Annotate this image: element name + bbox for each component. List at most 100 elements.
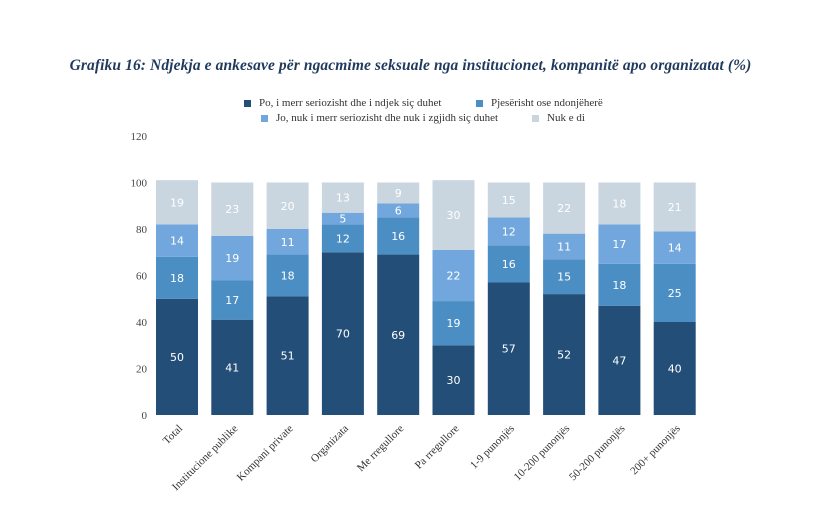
bar-segment	[156, 180, 198, 225]
bar-segment	[653, 231, 696, 264]
data-label: 16	[391, 230, 405, 243]
bars: 5018141941171923511811207012513691669301…	[156, 180, 696, 415]
legend-label: Po, i merr seriozisht dhe i ndjek siç du…	[259, 97, 442, 109]
bar-segment	[156, 224, 198, 257]
bar-segment	[487, 182, 530, 218]
data-label: 12	[336, 232, 350, 245]
bar-segment	[156, 298, 198, 415]
bar-segment	[653, 182, 696, 232]
data-label: 22	[447, 270, 461, 283]
data-label: 14	[668, 242, 682, 255]
bar-segment	[598, 182, 641, 225]
bar-segment	[377, 203, 420, 218]
data-label: 11	[281, 236, 295, 249]
data-label: 15	[502, 194, 516, 207]
x-tick-label: 50-200 punonjës	[567, 423, 628, 484]
legend: Po, i merr seriozisht dhe i ndjek siç du…	[0, 0, 821, 130]
data-label: 12	[502, 225, 516, 238]
bar-segment	[321, 224, 364, 253]
data-label: 19	[225, 252, 239, 265]
x-tick-label: 10-200 punonjës	[512, 423, 573, 484]
data-label: 30	[447, 209, 461, 222]
data-label: 40	[668, 363, 682, 376]
bar-stack: 47 18 17 18	[598, 182, 641, 415]
y-tick-label: 40	[136, 317, 148, 329]
bar-segment	[321, 212, 364, 225]
bar-segment	[211, 319, 254, 415]
data-label: 15	[557, 271, 571, 284]
data-label: 18	[281, 270, 295, 283]
x-tick-label: Me rregullore	[355, 423, 407, 475]
x-tick-label: Pa rregullore	[413, 423, 462, 472]
data-label: 21	[668, 201, 682, 214]
bar-segment	[487, 217, 530, 246]
data-label: 13	[336, 192, 350, 205]
bar-segment	[487, 245, 530, 283]
legend-swatch	[476, 99, 483, 107]
legend-item-jo: Jo, nuk i merr seriozisht dhe nuk i zgji…	[261, 112, 498, 124]
bar-segment	[653, 322, 696, 415]
data-label: 18	[170, 272, 184, 285]
data-label: 70	[336, 328, 350, 341]
data-label: 20	[281, 200, 295, 213]
bar-segment	[211, 280, 254, 320]
x-tick-label: 200+ punonjës	[628, 423, 683, 478]
data-label: 18	[612, 279, 626, 292]
bar-segment	[598, 263, 641, 306]
bar-segment	[266, 182, 309, 229]
data-label: 47	[612, 354, 626, 367]
y-tick-label: 20	[136, 364, 148, 376]
bar-segment	[543, 294, 586, 415]
data-label: 19	[447, 317, 461, 330]
y-tick-label: 120	[131, 131, 148, 143]
data-label: 23	[225, 203, 239, 216]
bar-segment	[487, 282, 530, 415]
bar-segment	[432, 180, 475, 250]
data-label: 17	[225, 294, 239, 307]
data-label: 52	[557, 349, 571, 362]
bar-stack: 40 25 14 21	[653, 182, 696, 415]
bar-segment	[211, 235, 254, 281]
data-label: 18	[612, 197, 626, 210]
data-label: 57	[502, 343, 516, 356]
bar-segment	[377, 254, 420, 415]
data-label: 17	[612, 238, 626, 251]
bar-stack: 50 18 14 19	[156, 180, 198, 415]
y-tick-label: 0	[142, 410, 148, 422]
bar-segment	[432, 301, 475, 346]
bar-segment	[543, 233, 586, 260]
data-label: 69	[391, 329, 405, 342]
y-tick-label: 80	[136, 224, 148, 236]
data-label: 30	[447, 374, 461, 387]
bar-segment	[321, 252, 364, 415]
data-label: 50	[170, 351, 184, 364]
legend-item-nuk-e-di: Nuk e di	[532, 112, 585, 124]
legend-swatch	[261, 114, 268, 122]
data-label: 25	[668, 287, 682, 300]
data-label: 5	[339, 213, 346, 226]
data-label: 19	[170, 196, 184, 209]
bar-segment	[377, 182, 420, 204]
legend-item-pjeserisht: Pjesërisht ose ndonjëherë	[476, 97, 603, 109]
bar-stack: 41 17 19 23	[211, 182, 254, 415]
legend-label: Pjesërisht ose ndonjëherë	[491, 97, 603, 109]
bar-segment	[598, 224, 641, 264]
legend-swatch	[244, 99, 251, 107]
y-tick-label: 60	[136, 271, 148, 283]
bar-segment	[432, 345, 475, 415]
bar-stack: 51 18 11 20	[266, 182, 309, 415]
bar-stack: 30 19 22 30	[432, 180, 475, 415]
legend-label: Jo, nuk i merr seriozisht dhe nuk i zgji…	[276, 112, 499, 124]
data-label: 41	[225, 361, 239, 374]
bar-segment	[598, 305, 641, 415]
data-label: 9	[395, 187, 402, 200]
bar-stack: 57 16 12 15	[487, 182, 530, 415]
bar-segment	[211, 182, 254, 236]
bar-segment	[543, 182, 586, 234]
x-tick-label: Total	[161, 423, 185, 447]
data-label: 16	[502, 258, 516, 271]
data-label: 14	[170, 235, 184, 248]
y-axis: 0 20 40 60 80 100 120	[131, 131, 148, 422]
